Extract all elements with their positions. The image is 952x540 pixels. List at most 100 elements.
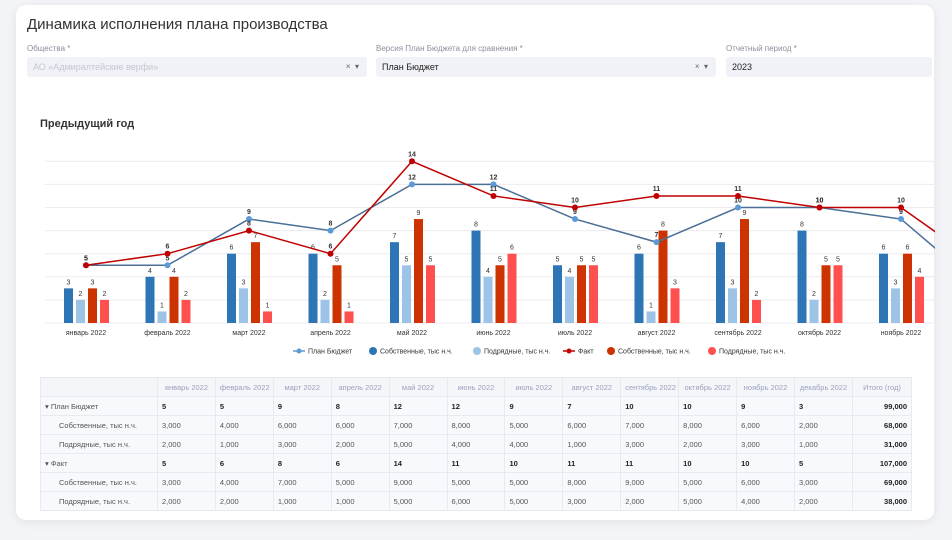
line-point[interactable] [327, 227, 334, 234]
bar[interactable] [390, 242, 399, 323]
column-header[interactable]: апрель 2022 [330, 377, 390, 397]
line-point[interactable] [490, 192, 497, 199]
column-header[interactable]: март 2022 [272, 377, 332, 397]
bar[interactable] [740, 219, 749, 323]
column-header[interactable]: июнь 2022 [446, 377, 506, 397]
group-row-toggle[interactable]: ▾ План Бюджет [40, 396, 158, 416]
bar[interactable] [821, 265, 831, 323]
group-row-toggle[interactable]: ▾ Факт [40, 453, 158, 473]
bar[interactable] [565, 276, 574, 323]
bar[interactable] [670, 288, 680, 323]
line-point[interactable] [83, 262, 89, 269]
bar[interactable] [251, 242, 260, 323]
column-header[interactable]: январь 2022 [157, 377, 216, 397]
bar[interactable] [76, 299, 85, 323]
column-header[interactable]: Итого (год) [852, 377, 912, 397]
bar[interactable] [332, 265, 342, 323]
bar[interactable] [308, 253, 318, 323]
bar[interactable] [169, 276, 179, 323]
bar[interactable] [157, 311, 167, 323]
bar[interactable] [752, 299, 761, 323]
bar[interactable] [181, 299, 191, 323]
bar[interactable] [891, 288, 900, 323]
legend-item[interactable]: Факт [578, 349, 594, 356]
line-point[interactable] [164, 262, 171, 269]
clear-icon[interactable]: × [694, 62, 700, 71]
bar[interactable] [915, 276, 924, 323]
table-cell: 5,000 [388, 491, 448, 511]
bar[interactable] [553, 265, 562, 323]
bar[interactable] [263, 311, 272, 323]
bar[interactable] [507, 253, 517, 323]
period-select[interactable]: 2023 [726, 57, 932, 77]
legend-item[interactable]: Подрядные, тыс н.ч. [484, 349, 550, 356]
line-point[interactable] [409, 181, 415, 188]
bar[interactable] [100, 299, 109, 323]
column-header[interactable]: ноябрь 2022 [736, 377, 795, 397]
bar[interactable] [402, 265, 411, 323]
chevron-down-icon[interactable]: ▾ [354, 62, 359, 71]
legend-item[interactable]: Подрядные, тыс н.ч. [719, 349, 785, 356]
line-point[interactable] [327, 250, 334, 257]
bar[interactable] [426, 265, 435, 323]
bar[interactable] [577, 265, 586, 323]
bar[interactable] [728, 288, 737, 323]
bar[interactable] [809, 299, 819, 323]
company-select[interactable]: АО «Адмиралтейские верфи» × ▾ [27, 57, 367, 77]
bar[interactable] [344, 311, 354, 323]
column-header[interactable]: сентябрь 2022 [620, 377, 680, 397]
column-header[interactable]: октябрь 2022 [678, 377, 738, 397]
bar[interactable] [833, 265, 843, 323]
bar[interactable] [634, 253, 644, 323]
clear-icon[interactable]: × [345, 62, 351, 71]
table-cell: 5,000 [330, 472, 390, 492]
line-point[interactable] [572, 204, 578, 211]
bar[interactable] [239, 288, 248, 323]
row-label: Подрядные, тыс н.ч. [40, 434, 158, 454]
bar[interactable] [797, 230, 807, 323]
column-header[interactable]: май 2022 [388, 377, 448, 397]
bar[interactable] [658, 230, 668, 323]
table-cell: 6,000 [446, 491, 506, 511]
bar[interactable] [483, 276, 493, 323]
bar[interactable] [716, 242, 725, 323]
line-point[interactable] [816, 204, 823, 211]
bar[interactable] [414, 219, 423, 323]
column-header[interactable]: февраль 2022 [214, 377, 274, 397]
line-point[interactable] [653, 239, 660, 246]
bar[interactable] [64, 288, 73, 323]
line-point[interactable] [490, 181, 497, 188]
line-point[interactable] [653, 192, 660, 199]
line-point[interactable] [735, 192, 741, 199]
line-point[interactable] [898, 204, 904, 211]
bar[interactable] [471, 230, 481, 323]
bar[interactable] [903, 253, 912, 323]
legend-item[interactable]: Собственные, тыс н.ч. [618, 348, 691, 356]
line-point[interactable] [735, 204, 741, 211]
bar[interactable] [145, 276, 155, 323]
bar[interactable] [495, 265, 505, 323]
line-point[interactable] [246, 216, 252, 223]
legend-item[interactable]: Собственные, тыс н.ч. [380, 348, 453, 356]
line-point[interactable] [246, 227, 252, 234]
bar[interactable] [589, 265, 598, 323]
bar[interactable] [646, 311, 656, 323]
bar[interactable] [227, 253, 236, 323]
line-point[interactable] [164, 250, 171, 257]
line-point[interactable] [572, 216, 578, 223]
budget-version-select[interactable]: План Бюджет × ▾ [376, 57, 716, 77]
point-label: 10 [734, 198, 742, 205]
column-header[interactable]: август 2022 [562, 377, 622, 397]
column-header[interactable] [40, 377, 158, 397]
column-header[interactable]: июль 2022 [504, 377, 564, 397]
bar[interactable] [879, 253, 888, 323]
bar-label: 2 [103, 291, 107, 298]
legend-item[interactable]: План Бюджет [308, 349, 353, 356]
bar[interactable] [320, 299, 330, 323]
chevron-down-icon[interactable]: ▾ [703, 62, 708, 71]
bar[interactable] [88, 288, 97, 323]
line-point[interactable] [409, 158, 415, 165]
bar-label: 2 [323, 291, 327, 298]
column-header[interactable]: декабрь 2022 [793, 377, 854, 397]
line-point[interactable] [898, 216, 904, 223]
